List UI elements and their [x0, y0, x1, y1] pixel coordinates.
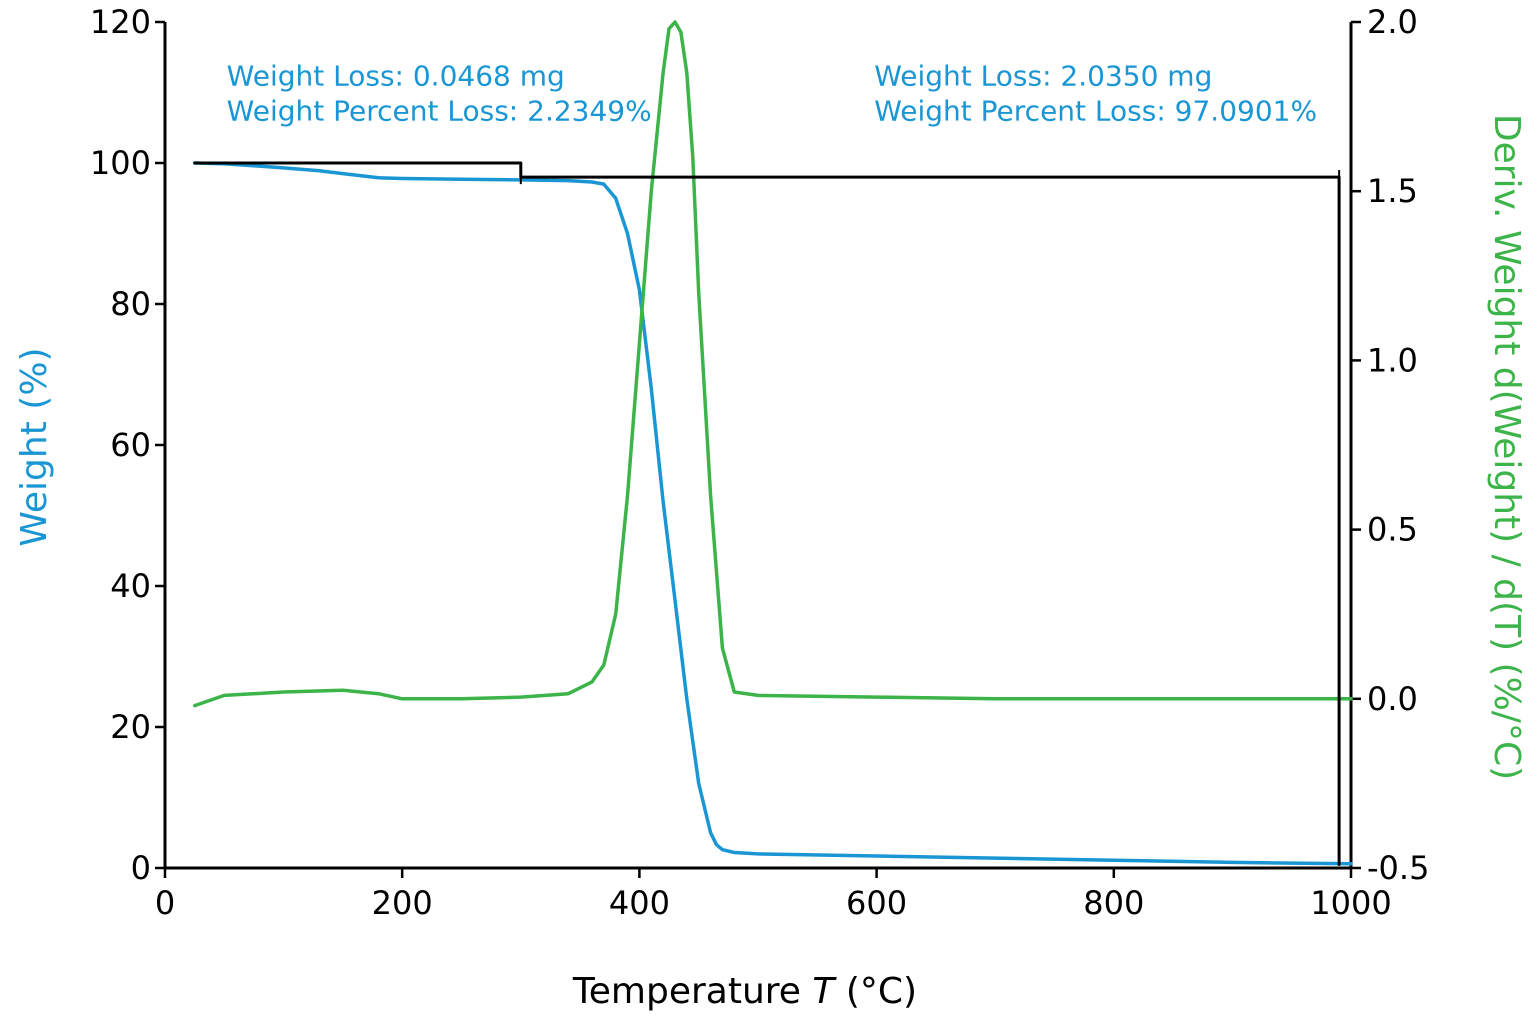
y2-tick-label: 2.0 — [1367, 3, 1418, 41]
axes-layer: 0 200 400 600 800 1000 0 20 40 60 80 100 120 -0.5 0.0 0… — [90, 3, 1430, 922]
y2-tick-label: 1.5 — [1367, 172, 1418, 210]
x-axis-title: Temperature T (°C) — [572, 971, 917, 1012]
x-tick-label: 600 — [846, 884, 907, 922]
annotation-line: Weight Loss: 2.0350 mg — [874, 59, 1212, 92]
annotation-1: Weight Loss: 0.0468 mg Weight Percent Los… — [227, 59, 652, 127]
y2-axis-title: Deriv. Weight d(Weight) / d(T) (%/°C) — [1486, 114, 1527, 780]
y2-tick-label: 0.0 — [1367, 680, 1418, 718]
y2-tick-label: 1.0 — [1367, 341, 1418, 379]
y2-tick-label: -0.5 — [1367, 849, 1429, 887]
y-tick-label: 80 — [110, 285, 151, 323]
y-tick-label: 20 — [110, 708, 151, 746]
axis-titles-layer: Temperature T (°C) Weight (%) Deriv. Wei… — [14, 114, 1527, 1012]
annotation-line: Weight Percent Loss: 2.2349% — [227, 94, 652, 127]
x-tick-label: 200 — [372, 884, 433, 922]
y-tick-label: 60 — [110, 426, 151, 464]
weight-curve — [192, 161, 1353, 866]
step-analysis-line — [193, 161, 1341, 866]
x-tick-label: 400 — [609, 884, 670, 922]
y2-tick-label: 0.5 — [1367, 511, 1418, 549]
x-tick-label: 1000 — [1310, 884, 1391, 922]
annotation-layer: Weight Loss: 0.0468 mg Weight Percent Los… — [227, 59, 1317, 127]
y-axis-title: Weight (%) — [14, 347, 55, 546]
x-axis-title-symbol: T — [812, 971, 837, 1012]
series-layer — [192, 20, 1353, 866]
y-tick-label: 100 — [90, 144, 151, 182]
y-tick-label: 120 — [90, 3, 151, 41]
y-tick-label: 0 — [131, 849, 151, 887]
annotation-line: Weight Percent Loss: 97.0901% — [874, 94, 1317, 127]
annotation-2: Weight Loss: 2.0350 mg Weight Percent Los… — [874, 59, 1317, 127]
y-tick-label: 40 — [110, 567, 151, 605]
x-axis-title-text: Temperature — [572, 971, 801, 1012]
annotation-line: Weight Loss: 0.0468 mg — [227, 59, 565, 92]
x-axis-title-unit: (°C) — [846, 971, 917, 1012]
x-tick-label: 0 — [155, 884, 175, 922]
deriv-weight-curve — [192, 20, 1353, 708]
x-tick-label: 800 — [1083, 884, 1144, 922]
